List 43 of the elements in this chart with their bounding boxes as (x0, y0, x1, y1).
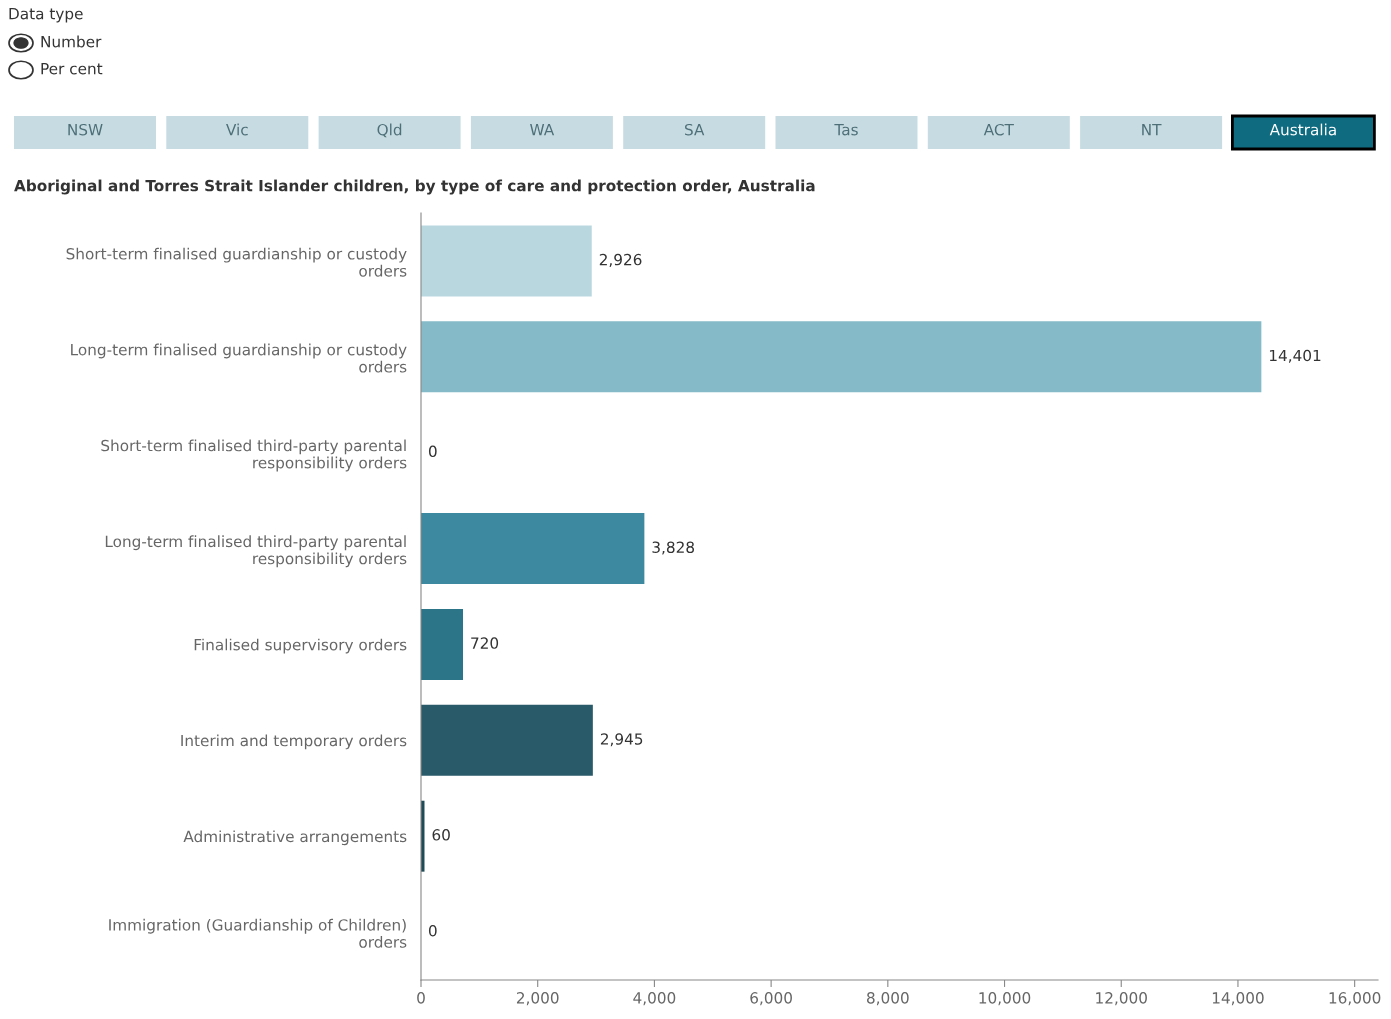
x-tick-label: 16,000 (1329, 992, 1381, 1006)
text: NT (1142, 124, 1162, 136)
text: Australia (1269, 123, 1336, 136)
x-tick-label: 6,000 (750, 992, 792, 1006)
y-tick-label: Finalised supervisory orders (194, 638, 407, 654)
x-tick-label: 10,000 (979, 992, 1031, 1006)
data-label: 14,401 (1269, 349, 1321, 363)
data-label: 60 (432, 829, 450, 841)
text: Data type (9, 8, 83, 23)
chart-title: Aboriginal and Torres Strait Islander children, by type of care and protection order, Australia (14, 179, 815, 195)
data-label: 2,945 (600, 733, 643, 747)
y-tick-label: Administrative arrangements (183, 830, 407, 846)
x-tick-label: 4,000 (633, 992, 676, 1006)
data-label: 2,926 (599, 253, 642, 267)
text: SA (684, 123, 705, 136)
x-tick-label: 14,000 (1212, 992, 1264, 1006)
y-tick-label: Short-term finalised third-party parental responsibility orders (101, 439, 407, 472)
y-tick-label: Short-term finalised guardianship or custody orders (66, 247, 407, 277)
text: Per cent (41, 63, 103, 75)
y-tick-label: Long-term finalised guardianship or custody orders (71, 343, 407, 373)
x-tick-label: 12,000 (1096, 992, 1147, 1006)
y-tick-label: Long-term finalised third-party parental responsibility orders (105, 535, 407, 568)
data-label: 0 (428, 924, 437, 937)
data-label: 0 (428, 445, 437, 458)
x-tick-label: 0 (417, 992, 425, 1004)
text: Number (41, 35, 102, 48)
text: ACT (983, 123, 1014, 136)
bar (421, 704, 593, 776)
x-tick-label: 2,000 (516, 992, 559, 1006)
data-label: 720 (471, 637, 499, 649)
y-tick-label: Immigration (Guardianship of Children) orders (109, 918, 407, 948)
text: WA (530, 124, 555, 136)
bar (421, 513, 645, 585)
text: Qld (377, 123, 402, 138)
text: Tas (834, 124, 858, 136)
text: NSW (68, 123, 103, 136)
x-tick-label: 8,000 (867, 992, 909, 1006)
bar (421, 608, 464, 680)
text: Vic (226, 123, 248, 136)
bar (421, 321, 1262, 393)
y-tick-label: Interim and temporary orders (181, 734, 407, 750)
bar (421, 225, 592, 297)
data-label: 3,828 (652, 541, 695, 555)
